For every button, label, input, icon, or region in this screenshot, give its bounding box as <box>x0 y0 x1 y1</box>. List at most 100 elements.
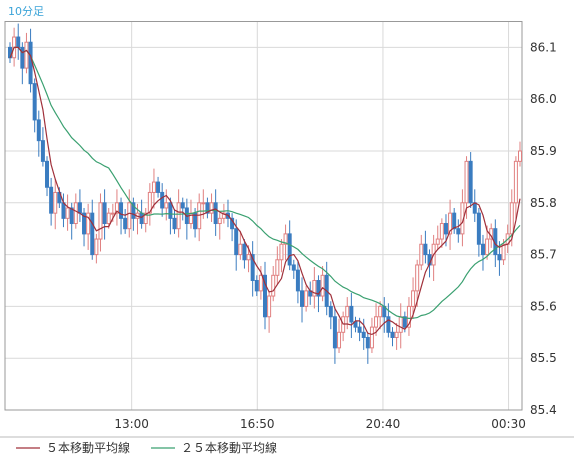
candle-body <box>110 212 115 215</box>
candle-body <box>287 233 292 266</box>
candle-body <box>86 212 91 235</box>
candle-body <box>254 280 259 292</box>
candles <box>8 23 522 364</box>
candle-body <box>448 212 453 235</box>
candle-body <box>497 254 502 261</box>
candle-body <box>180 202 185 209</box>
candle-body <box>419 243 424 266</box>
candle-body <box>40 140 45 162</box>
candle-body <box>439 223 444 240</box>
candle-body <box>316 280 321 297</box>
candle-body <box>127 202 132 230</box>
legend: ５本移動平均線 ２５本移動平均線 <box>16 440 277 455</box>
candle-body <box>201 202 206 205</box>
candle-body <box>501 243 506 261</box>
candle-body <box>464 160 469 204</box>
candle-body <box>435 238 440 245</box>
candle-body <box>509 202 514 235</box>
candle-body <box>357 326 362 333</box>
candle-body <box>353 321 358 328</box>
candle-body <box>131 202 136 219</box>
interval-label: 10分足 <box>8 5 44 18</box>
candle-body <box>77 202 82 214</box>
y-tick-label: 85.7 <box>530 248 557 262</box>
candle-body <box>291 264 296 271</box>
candle-body <box>217 217 222 225</box>
candle-body <box>328 305 333 318</box>
candle-body <box>32 83 37 121</box>
candle-body <box>139 212 144 225</box>
candle-body <box>209 202 214 214</box>
candle-body <box>312 280 317 297</box>
candle-body <box>151 181 156 193</box>
candle-body <box>411 290 416 307</box>
candle-body <box>518 150 522 162</box>
y-tick-label: 86.0 <box>530 92 557 106</box>
x-axis: 13:00 16:50 20:40 00:30 <box>114 417 525 431</box>
candle-body <box>24 41 29 69</box>
candle-body <box>485 238 490 256</box>
candle-body <box>156 181 161 193</box>
candle-body <box>176 202 181 230</box>
candle-body <box>45 160 50 188</box>
y-tick-label: 85.9 <box>530 144 557 158</box>
candle-body <box>279 243 284 261</box>
candle-body <box>221 212 226 219</box>
legend-label-ma5: ５本移動平均線 <box>46 440 130 455</box>
candle-body <box>345 305 350 318</box>
candle-body <box>119 202 124 219</box>
candle-body <box>378 305 383 318</box>
candle-body <box>94 238 99 256</box>
y-tick-label: 85.5 <box>530 351 557 365</box>
candle-body <box>160 191 165 209</box>
candle-body <box>365 336 370 349</box>
x-tick-label: 00:30 <box>491 417 526 431</box>
candle-body <box>20 46 25 69</box>
candle-body <box>304 290 309 307</box>
candle-body <box>349 305 354 323</box>
candle-body <box>106 212 111 225</box>
candle-body <box>143 212 148 225</box>
candle-body <box>275 259 280 276</box>
candle-body <box>369 326 374 349</box>
candle-body <box>213 202 218 225</box>
ma5-line <box>9 46 521 336</box>
candle-body <box>398 316 403 333</box>
candle-body <box>361 331 366 338</box>
candle-body <box>82 212 87 235</box>
candle-body <box>246 254 251 261</box>
candle-body <box>476 212 481 245</box>
candle-body <box>205 202 210 214</box>
candle-body <box>480 243 485 256</box>
candle-body <box>263 274 267 318</box>
candle-body <box>69 207 74 225</box>
x-tick-label: 13:00 <box>114 417 149 431</box>
plot-frame <box>4 21 523 411</box>
candle-body <box>374 316 379 328</box>
candle-body <box>123 217 128 230</box>
candle-body <box>394 331 399 338</box>
candle-body <box>53 191 58 214</box>
candle-body <box>90 212 95 256</box>
candle-body <box>390 331 395 338</box>
candle-body <box>114 202 119 214</box>
candle-body <box>234 228 239 256</box>
candle-body <box>386 316 391 333</box>
candle-body <box>193 212 198 230</box>
candle-body <box>472 202 477 214</box>
ma25-line <box>9 46 521 320</box>
candle-body <box>402 316 407 328</box>
candle-body <box>406 305 411 328</box>
candle-body <box>332 316 337 349</box>
candle-body <box>147 191 152 214</box>
candle-body <box>300 290 305 307</box>
candle-body <box>258 274 263 292</box>
candle-body <box>36 119 41 142</box>
candle-body <box>443 223 448 235</box>
candle-body <box>415 264 420 292</box>
candle-body <box>267 295 272 318</box>
candle-body <box>61 202 66 219</box>
candle-body <box>164 202 169 209</box>
